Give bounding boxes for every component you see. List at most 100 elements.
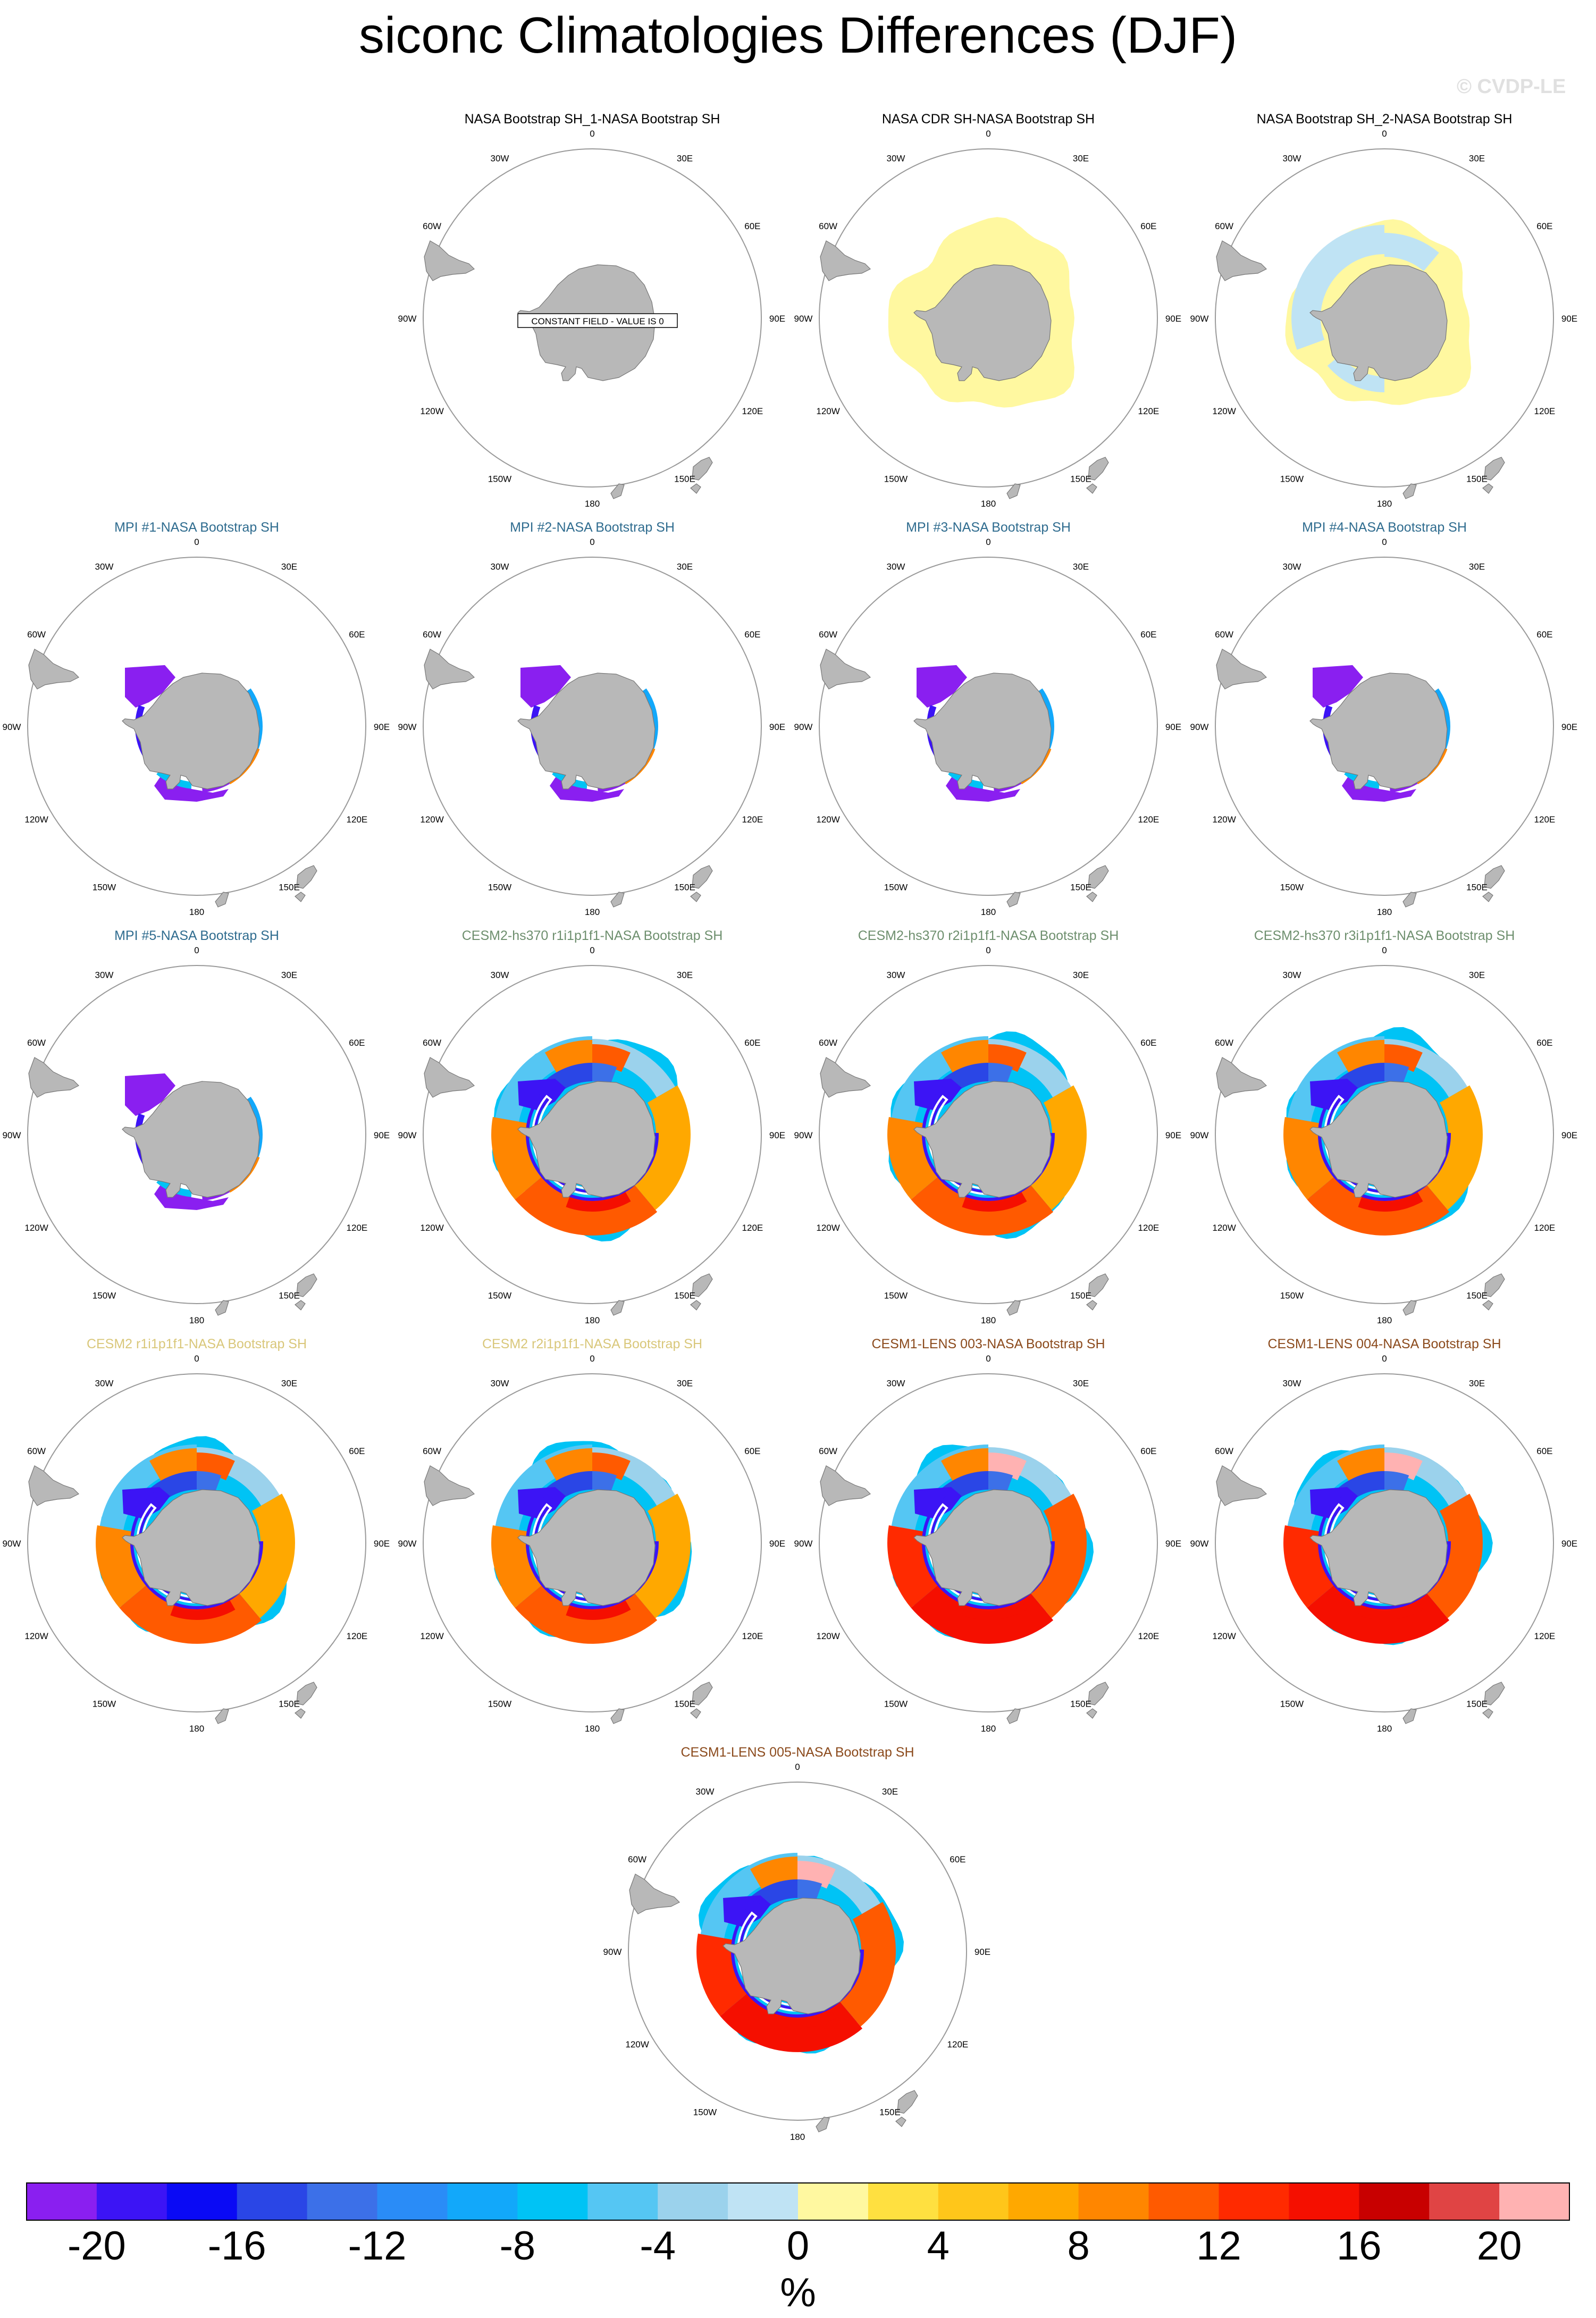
lon-label: 150W [884,1290,908,1300]
lon-label: 150E [1070,1290,1091,1300]
lon-label: 120E [347,1223,368,1233]
lon-label: 0 [590,129,594,139]
lon-label: 120E [1138,1223,1160,1233]
panel-title: NASA Bootstrap SH_2-NASA Bootstrap SH [1256,112,1513,127]
lon-label: 150E [674,1290,695,1300]
panel-title: CESM2-hs370 r2i1p1f1-NASA Bootstrap SH [858,928,1119,943]
lon-label: 30E [281,970,297,980]
lon-label: 120W [420,406,443,416]
lon-label: 180 [790,2132,805,2142]
lon-label: 90W [398,314,417,324]
lon-label: 120E [1534,814,1556,825]
lon-label: 180 [585,907,600,917]
lon-label: 120W [24,1223,48,1233]
lon-label: 150W [488,1290,511,1300]
lon-label: 90W [3,1130,21,1140]
lon-label: 150E [1466,882,1488,892]
lon-label: 90W [1190,1539,1209,1549]
lon-label: 60E [349,629,365,640]
polar-map: 0 30E 60E 90E 120E 150E 180 150W 120W 90W 60W 30W [794,945,1182,1325]
lon-label: 60E [744,1038,760,1048]
lon-label: 60W [819,1446,837,1456]
lon-label: 90W [3,722,21,732]
lon-label: 180 [1377,499,1392,509]
lon-label: 30W [1283,1379,1301,1389]
polar-map: 0 30E 60E 90E 120E 150E 180 150W 120W 90W 60W 30W [794,129,1182,509]
polar-map: 0 30E 60E 90E 120E 150E 180 150W 120W 90W 60W 30W [3,945,390,1325]
lon-label: 0 [1382,537,1387,547]
panel-title: CESM2 r2i1p1f1-NASA Bootstrap SH [482,1337,703,1351]
lon-label: 30E [281,562,297,572]
lon-label: 120E [742,814,763,825]
lon-label: 150W [1280,882,1304,892]
panel-title: MPI #3-NASA Bootstrap SH [906,520,1071,535]
lon-label: 30E [1073,970,1089,980]
lon-label: 120E [347,1631,368,1641]
lon-label: 0 [795,1762,800,1772]
lon-label: 30W [95,562,114,572]
lon-label: 120W [625,2039,649,2050]
lon-label: 120W [816,814,839,825]
lon-label: 90W [1190,722,1209,732]
lon-label: 30W [491,154,509,164]
lon-label: 120W [1212,1223,1236,1233]
lon-label: 90E [769,722,785,732]
lon-label: 150W [488,1699,511,1709]
lon-label: 30E [1469,1379,1485,1389]
polar-map: 0 30E 60E 90E 120E 150E 180 150W 120W 90W 60W 30W CO… [398,129,786,509]
panel-title: CESM2 r1i1p1f1-NASA Bootstrap SH [86,1337,307,1351]
lon-label: 120E [1534,1631,1556,1641]
lon-label: 60E [1536,221,1552,231]
lon-label: 60E [950,1854,965,1865]
lon-label: 120E [742,406,763,416]
lon-label: 0 [194,537,199,547]
polar-map: 0 30E 60E 90E 120E 150E 180 150W 120W 90W 60W 30W [1190,129,1578,509]
map-panel-p15: CESM1-LENS 004-NASA Bootstrap SH 0 30E 60E 9… [1188,1337,1581,1741]
lon-label: 180 [981,1315,996,1325]
lon-label: 0 [1382,129,1387,139]
lon-label: 90E [975,1947,990,1957]
lon-label: 90E [1561,314,1577,324]
lon-label: 0 [986,1354,990,1364]
lon-label: 30W [491,970,509,980]
lon-label: 60E [349,1446,365,1456]
lon-label: 90E [769,1539,785,1549]
lon-label: 120W [24,1631,48,1641]
lon-label: 90E [1165,314,1181,324]
lon-label: 120W [420,814,443,825]
lon-label: 30W [696,1787,715,1797]
lon-label: 30E [1469,154,1485,164]
map-panel-p16: CESM1-LENS 005-NASA Bootstrap SH 0 30E 60E 9… [601,1745,994,2149]
lon-label: 60E [1140,1038,1156,1048]
lon-label: 150E [1070,474,1091,484]
lon-label: 30E [1469,970,1485,980]
lon-label: 150W [1280,1699,1304,1709]
lon-label: 0 [590,945,594,955]
lon-label: 90W [794,1130,813,1140]
lon-label: 150W [93,1699,116,1709]
lon-label: 150E [279,882,300,892]
polar-map: 0 30E 60E 90E 120E 150E 180 150W 120W 90W 60W 30W [3,537,390,917]
panel-title: CESM1-LENS 005-NASA Bootstrap SH [681,1745,914,1760]
map-panel-p7: MPI #4-NASA Bootstrap SH 0 30E 60E 90E 120E 15… [1188,520,1581,924]
polar-map: 0 30E 60E 90E 120E 150E 180 150W 120W 90W 60W 30W [1190,945,1578,1325]
map-panel-p13: CESM2 r2i1p1f1-NASA Bootstrap SH 0 30E 60E 9… [396,1337,789,1741]
lon-label: 60W [1215,221,1233,231]
lon-label: 90E [769,314,785,324]
lon-label: 90E [1165,1130,1181,1140]
map-panel-p8: MPI #5-NASA Bootstrap SH 0 30E 60E 90E 120E 15… [0,928,393,1332]
lon-label: 60W [1215,1038,1233,1048]
lon-label: 150W [1280,1290,1304,1300]
lon-label: 150E [1466,1290,1488,1300]
lon-label: 150W [884,474,908,484]
lon-label: 60W [819,221,837,231]
panel-title: CESM1-LENS 003-NASA Bootstrap SH [871,1337,1105,1351]
lon-label: 60W [423,629,441,640]
lon-label: 180 [585,1315,600,1325]
lon-label: 180 [585,1724,600,1734]
panel-title: CESM2-hs370 r3i1p1f1-NASA Bootstrap SH [1254,928,1515,943]
lon-label: 60E [1140,221,1156,231]
lon-label: 150E [279,1290,300,1300]
map-panel-p6: MPI #3-NASA Bootstrap SH 0 30E 60E 90E 120E 15… [792,520,1185,924]
lon-label: 90W [398,1539,417,1549]
